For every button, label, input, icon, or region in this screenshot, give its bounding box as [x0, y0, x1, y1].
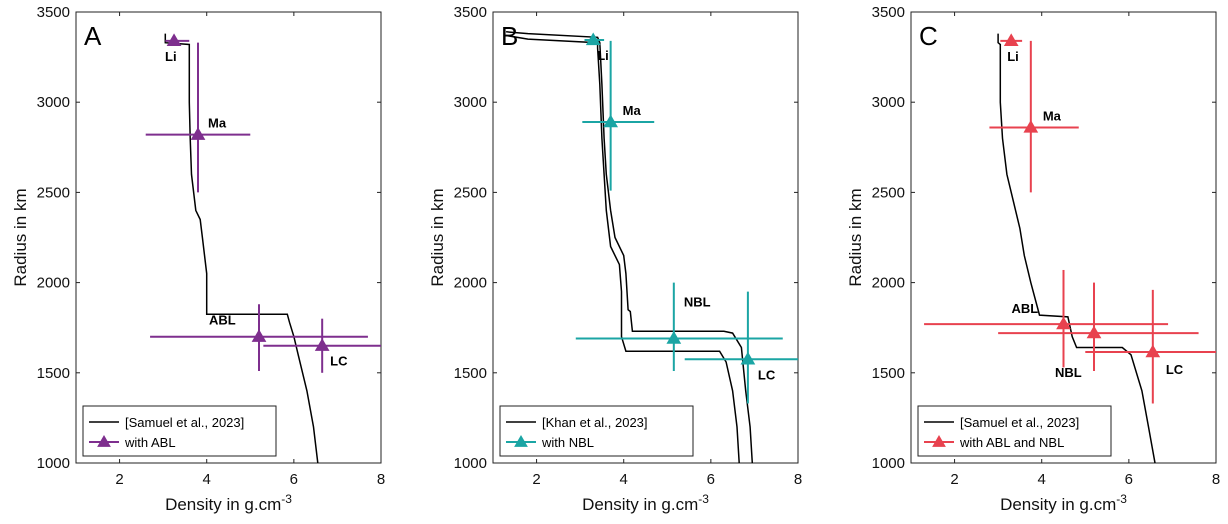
point-label: Li: [165, 49, 177, 64]
data-marker: [740, 351, 756, 365]
profile-line: [164, 33, 319, 463]
legend-box: [499, 405, 694, 457]
data-marker: [1145, 344, 1161, 358]
y-tick-label: 3000: [872, 94, 905, 111]
x-tick-label: 8: [377, 471, 385, 488]
x-tick-label: 8: [1212, 471, 1220, 488]
panel-c: 2 4 6 8 1000 1500 2000 2500 3000 3500 Density in g…: [846, 4, 1220, 514]
point-label: Ma: [208, 116, 227, 131]
x-axis-label-main: Density in g.cm: [1000, 495, 1116, 514]
y-tick-label: 1000: [454, 455, 487, 472]
y-tick-label: 1500: [872, 365, 905, 382]
point-label: ABL: [1012, 301, 1039, 316]
x-axis-label: Density in g.cm-3: [582, 492, 709, 514]
y-tick-label: 2500: [454, 184, 487, 201]
y-tick-label: 1500: [454, 365, 487, 382]
data-marker: [190, 127, 206, 140]
y-tick-label: 3500: [454, 4, 487, 21]
legend-box: [82, 405, 277, 457]
data-marker: [585, 32, 601, 46]
x-tick-label: 6: [290, 471, 298, 488]
legend-box: [917, 405, 1112, 457]
plot-area: [924, 33, 1216, 463]
legend-entry-profile: [Samuel et al., 2023]: [125, 415, 244, 430]
x-tick-label: 4: [620, 471, 628, 488]
y-tick-label: 1500: [37, 365, 70, 382]
legend-entry-series: with ABL: [124, 435, 176, 450]
y-axis-label: Radius in km: [11, 188, 30, 286]
y-tick-label: 2500: [37, 184, 70, 201]
y-tick-label: 3000: [37, 94, 70, 111]
x-axis-label: Density in g.cm-3: [165, 492, 292, 514]
x-axis-label-sup: -3: [698, 492, 709, 506]
legend-marker: [932, 435, 946, 447]
y-tick-label: 3500: [872, 4, 905, 21]
panel-letter: C: [919, 21, 938, 51]
x-axis-label-sup: -3: [1116, 492, 1127, 506]
point-label: NBL: [1055, 365, 1082, 380]
data-marker: [251, 329, 267, 342]
point-label: Ma: [1043, 108, 1062, 123]
plot-frame: [492, 11, 799, 464]
y-tick-label: 1000: [37, 455, 70, 472]
y-tick-label: 2000: [454, 275, 487, 292]
point-label: Li: [1007, 49, 1019, 64]
y-tick-label: 3500: [37, 4, 70, 21]
x-axis-label-sup: -3: [281, 492, 292, 506]
panel-b: 2 4 6 8 1000 1500 2000 2500 3000 3500 Density in g…: [428, 4, 802, 514]
x-axis-label: Density in g.cm-3: [1000, 492, 1127, 514]
data-marker: [1056, 316, 1071, 330]
plot-frame: [75, 11, 382, 464]
legend-marker: [514, 435, 528, 447]
profile-line: [505, 34, 740, 463]
data-marker: [666, 331, 682, 344]
plot-area: [145, 33, 381, 463]
data-marker: [603, 114, 619, 128]
x-tick-label: 6: [707, 471, 715, 488]
profile-line: [506, 31, 754, 463]
plot-frame: [910, 11, 1217, 464]
y-tick-label: 2500: [872, 184, 905, 201]
point-label: LC: [330, 354, 348, 369]
y-tick-label: 2000: [872, 275, 905, 292]
x-tick-label: 2: [115, 471, 123, 488]
x-tick-label: 4: [203, 471, 211, 488]
point-label: LC: [1166, 362, 1184, 377]
point-label: NBL: [684, 295, 711, 310]
legend-marker: [97, 435, 111, 447]
legend-entry-profile: [Khan et al., 2023]: [542, 415, 648, 430]
x-tick-label: 6: [1125, 471, 1133, 488]
point-label: LC: [758, 367, 776, 382]
profile-line: [997, 33, 1156, 463]
y-tick-label: 3000: [454, 94, 487, 111]
data-marker: [1086, 325, 1102, 339]
point-label: Li: [597, 48, 609, 63]
point-label: Ma: [623, 103, 642, 118]
legend-entry-series: with ABL and NBL: [959, 435, 1064, 450]
x-axis-label-main: Density in g.cm: [582, 495, 698, 514]
x-tick-label: 4: [1038, 471, 1046, 488]
panel-a: 2 4 6 8 1000 1500 2000 2500 3000 3500 Density in g…: [11, 4, 385, 514]
x-tick-label: 2: [950, 471, 958, 488]
x-axis-label-main: Density in g.cm: [165, 495, 281, 514]
panel-letter: A: [84, 21, 102, 51]
data-marker: [1003, 33, 1019, 47]
point-label: ABL: [209, 313, 236, 328]
y-tick-label: 2000: [37, 275, 70, 292]
data-marker: [166, 33, 182, 47]
plot-area: [505, 31, 798, 463]
legend-entry-series: with NBL: [541, 435, 594, 450]
x-tick-label: 2: [532, 471, 540, 488]
x-tick-label: 8: [794, 471, 802, 488]
y-tick-label: 1000: [872, 455, 905, 472]
data-marker: [1023, 119, 1039, 133]
data-marker: [314, 338, 330, 351]
y-axis-label: Radius in km: [846, 188, 865, 286]
legend-entry-profile: [Samuel et al., 2023]: [960, 415, 1079, 430]
y-axis-label: Radius in km: [428, 188, 447, 286]
